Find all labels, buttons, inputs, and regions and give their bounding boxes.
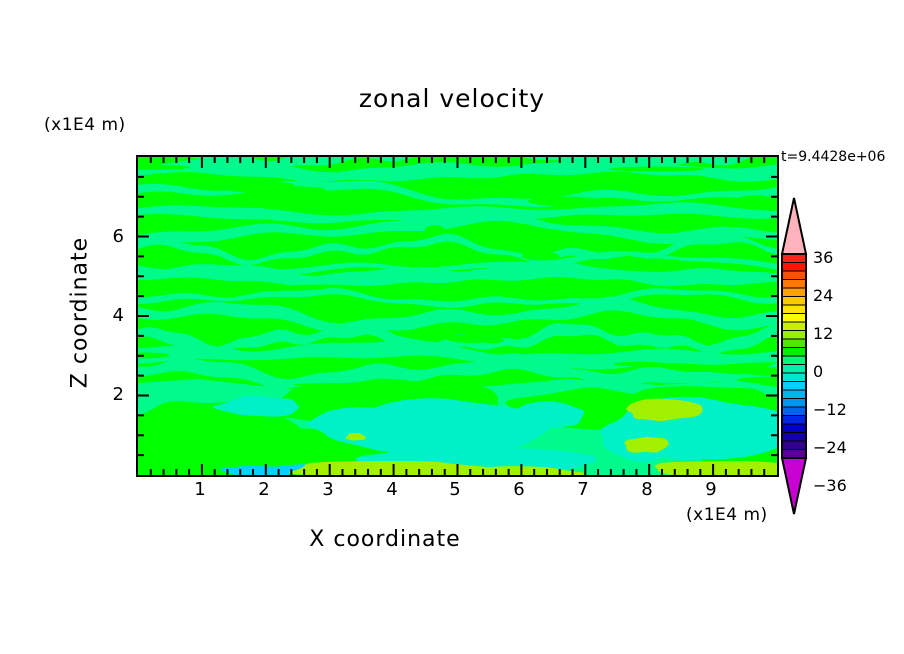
x-tick-label-7: 7 bbox=[577, 479, 589, 500]
x-tick-label-9: 9 bbox=[705, 479, 717, 500]
contour-band-positive bbox=[673, 295, 716, 304]
contour-band-weak-negative bbox=[511, 401, 585, 428]
contour-band-negative bbox=[138, 233, 777, 266]
contour-band-negative bbox=[138, 261, 777, 287]
colorbar-swatch bbox=[781, 381, 807, 391]
contour-field bbox=[138, 157, 777, 475]
contour-band-weak-negative bbox=[213, 395, 301, 417]
x-tick-label-5: 5 bbox=[449, 479, 461, 500]
colorbar-swatch bbox=[781, 355, 807, 366]
colorbar-swatch bbox=[781, 389, 807, 400]
x-tick-label-6: 6 bbox=[513, 479, 525, 500]
contour-band-layer bbox=[138, 157, 777, 475]
contour-band-positive bbox=[397, 358, 416, 366]
contour-band-negative bbox=[138, 296, 777, 332]
y-axis-title: Z coordinate bbox=[67, 236, 93, 389]
x-axis-title: X coordinate bbox=[309, 527, 461, 552]
x-tick-label-8: 8 bbox=[641, 479, 653, 500]
contour-band-positive bbox=[290, 284, 329, 290]
contour-band-positive bbox=[226, 185, 326, 194]
axis-tick-layer bbox=[138, 157, 777, 475]
colorbar-swatch bbox=[781, 432, 807, 442]
colorbar-swatch bbox=[781, 372, 807, 383]
colorbar-swatch bbox=[781, 347, 807, 357]
contour-band-positive bbox=[609, 166, 704, 172]
y-tick-label-4: 4 bbox=[112, 305, 124, 326]
colorbar-swatch-group bbox=[781, 253, 807, 459]
contour-plot-area bbox=[136, 155, 779, 477]
contour-band-positive bbox=[138, 352, 170, 359]
contour-band-weak-positive bbox=[654, 460, 777, 475]
contour-band-negative bbox=[138, 288, 777, 308]
colorbar-label-12: 12 bbox=[813, 324, 834, 343]
time-annotation: t=9.4428e+06 bbox=[781, 149, 886, 165]
colorbar-swatch bbox=[781, 296, 807, 306]
colorbar-swatch bbox=[781, 398, 807, 408]
contour-band-positive bbox=[521, 252, 560, 261]
colorbar-swatch bbox=[781, 304, 807, 315]
colorbar-outline bbox=[781, 253, 807, 459]
y-tick-label-6: 6 bbox=[112, 226, 124, 247]
colorbar-swatch bbox=[781, 423, 807, 434]
colorbar-swatch bbox=[781, 262, 807, 272]
x-tick-label-3: 3 bbox=[322, 479, 334, 500]
colorbar-top-arrow bbox=[780, 197, 808, 255]
contour-band-positive bbox=[484, 179, 545, 185]
contour-band-positive bbox=[425, 225, 445, 234]
colorbar-swatch bbox=[781, 270, 807, 281]
contour-band-weak-positive bbox=[624, 436, 669, 453]
colorbar-swatch bbox=[781, 440, 807, 451]
contour-band-positive bbox=[741, 367, 777, 376]
contour-band-weak-positive bbox=[626, 398, 703, 421]
contour-band-positive bbox=[738, 195, 772, 203]
contour-band-positive bbox=[138, 164, 191, 170]
contour-band-positive bbox=[528, 196, 603, 206]
colorbar-label-n36: −36 bbox=[813, 476, 847, 495]
y-axis-unit-label: (x1E4 m) bbox=[44, 115, 126, 135]
colorbar-swatch bbox=[781, 313, 807, 323]
x-tick-label-4: 4 bbox=[386, 479, 398, 500]
colorbar-swatch bbox=[781, 253, 807, 264]
contour-band-weak-positive bbox=[441, 466, 588, 475]
colorbar-label-n24: −24 bbox=[813, 438, 847, 457]
contour-band-weak-negative bbox=[308, 407, 435, 447]
contour-band-positive bbox=[613, 361, 667, 367]
colorbar-swatch bbox=[781, 321, 807, 332]
colorbar-label-0: 0 bbox=[813, 362, 824, 381]
contour-band-negative bbox=[138, 211, 777, 245]
colorbar-swatch bbox=[781, 406, 807, 417]
x-tick-label-1: 1 bbox=[194, 479, 206, 500]
contour-band-positive bbox=[736, 376, 777, 384]
colorbar-swatch bbox=[781, 415, 807, 425]
x-axis-unit-label: (x1E4 m) bbox=[686, 505, 768, 525]
colorbar-bottom-arrow bbox=[780, 457, 808, 515]
colorbar-swatch bbox=[781, 338, 807, 349]
contour-band-negative bbox=[138, 353, 777, 389]
colorbar-svg bbox=[780, 197, 808, 515]
contour-band-negative bbox=[138, 340, 777, 370]
colorbar-label-36: 36 bbox=[813, 248, 834, 267]
x-tick-label-2: 2 bbox=[258, 479, 270, 500]
contour-band-negative bbox=[138, 157, 777, 183]
contour-band-negative bbox=[138, 250, 777, 276]
y-tick-label-2: 2 bbox=[112, 384, 124, 405]
colorbar-label-n12: −12 bbox=[813, 400, 847, 419]
contour-band-negative bbox=[138, 202, 777, 224]
contour-band-positive bbox=[634, 263, 705, 270]
colorbar-swatch bbox=[781, 279, 807, 289]
colorbar-label-24: 24 bbox=[813, 286, 834, 305]
colorbar-swatch bbox=[781, 330, 807, 340]
colorbar bbox=[779, 196, 809, 516]
contour-band-weak-positive bbox=[345, 433, 366, 441]
contour-band-positive bbox=[446, 334, 496, 343]
page-title: zonal velocity bbox=[358, 84, 546, 113]
colorbar-swatch bbox=[781, 364, 807, 374]
colorbar-swatch bbox=[781, 287, 807, 298]
